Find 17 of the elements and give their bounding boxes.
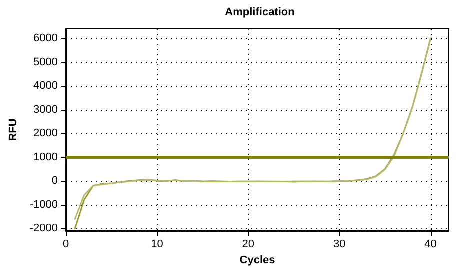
x-tick-label: 10 bbox=[151, 238, 164, 250]
y-tick-label: 4000 bbox=[34, 80, 58, 92]
y-tick-label: -2000 bbox=[30, 222, 58, 235]
y-tick-label: 0 bbox=[52, 175, 58, 188]
x-axis-title: Cycles bbox=[240, 254, 276, 266]
x-tick-label: 40 bbox=[424, 238, 437, 250]
y-tick-label: 5000 bbox=[34, 56, 58, 68]
y-axis-title: RFU bbox=[8, 118, 20, 142]
y-tick-label: -1000 bbox=[30, 198, 58, 211]
y-tick-label: 6000 bbox=[34, 32, 58, 45]
x-tick-label: 20 bbox=[242, 238, 255, 250]
chart-title: Amplification bbox=[225, 6, 296, 18]
x-tick-label: 30 bbox=[333, 238, 346, 250]
y-tick-label: 1000 bbox=[34, 151, 58, 164]
x-tick-label: 0 bbox=[62, 238, 70, 250]
y-tick-label: 2000 bbox=[34, 128, 58, 140]
y-tick-label: 3000 bbox=[34, 104, 58, 116]
